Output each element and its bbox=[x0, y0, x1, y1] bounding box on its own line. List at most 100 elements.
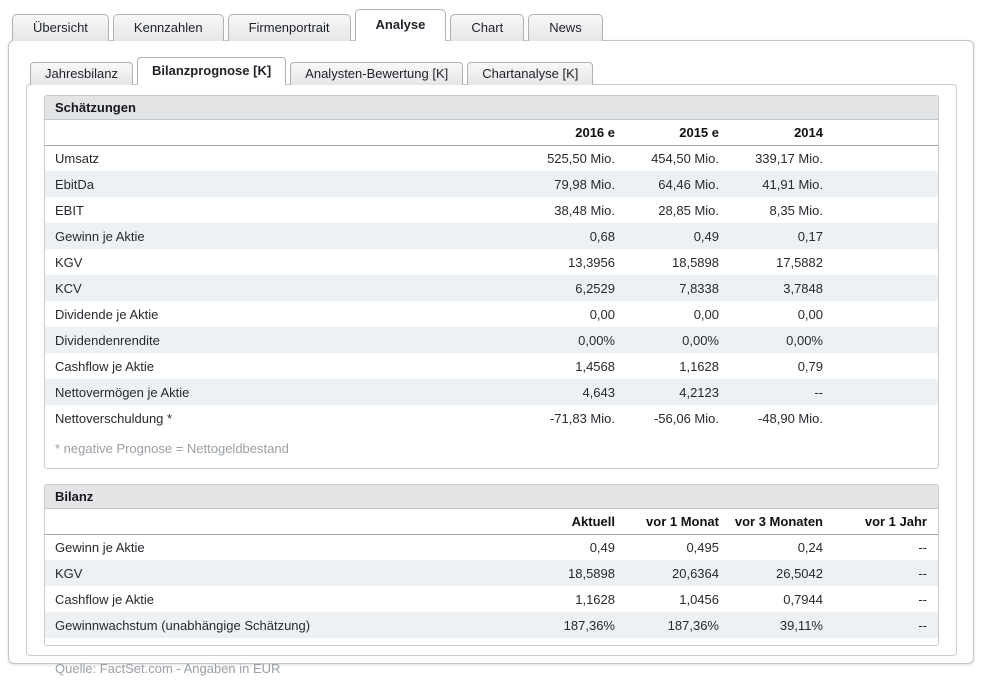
column-header: vor 3 Monaten bbox=[719, 509, 823, 535]
cell-value: -56,06 Mio. bbox=[653, 410, 719, 426]
table-row: Gewinn je Aktie 0,68 0,49 0,17 bbox=[45, 223, 938, 249]
row-label: Gewinn je Aktie bbox=[55, 228, 145, 244]
cell-value: 4,643 bbox=[582, 384, 615, 400]
cell-value: 64,46 Mio. bbox=[658, 176, 719, 192]
table-row: KGV 13,3956 18,5898 17,5882 bbox=[45, 249, 938, 275]
cell-value bbox=[823, 405, 938, 431]
cell-value: 4,2123 bbox=[679, 384, 719, 400]
cell-value bbox=[823, 197, 938, 223]
source-note: Quelle: FactSet.com - Angaben in EUR bbox=[55, 661, 281, 676]
table-row: Cashflow je Aktie 1,4568 1,1628 0,79 bbox=[45, 353, 938, 379]
table-row: Umsatz 525,50 Mio. 454,50 Mio. 339,17 Mio. bbox=[45, 145, 938, 171]
table-row: KGV 18,5898 20,6364 26,5042 -- bbox=[45, 560, 938, 586]
tab-news[interactable]: News bbox=[528, 14, 603, 41]
table-row: Gewinnwachstum (unabhängige Schätzung) 18… bbox=[45, 612, 938, 638]
cell-value: 17,5882 bbox=[776, 254, 823, 270]
row-label: Gewinn je Aktie bbox=[55, 539, 145, 555]
row-label: Cashflow je Aktie bbox=[55, 591, 154, 607]
cell-value: 6,2529 bbox=[575, 280, 615, 296]
cell-value: 39,11% bbox=[779, 617, 823, 633]
column-header: 2016 e bbox=[511, 120, 615, 146]
cell-value: -48,90 Mio. bbox=[757, 410, 823, 426]
cell-value: -- bbox=[918, 539, 927, 555]
cell-value: 0,00 bbox=[693, 306, 719, 322]
table-row: EBIT 38,48 Mio. 28,85 Mio. 8,35 Mio. bbox=[45, 197, 938, 223]
cell-value bbox=[823, 327, 938, 353]
row-label: Nettoverschuldung * bbox=[55, 410, 173, 426]
cell-value: 1,1628 bbox=[575, 591, 615, 607]
cell-value: -71,83 Mio. bbox=[549, 410, 615, 426]
main-tab-bar: Übersicht Kennzahlen Firmenportrait Analyse… bbox=[12, 9, 603, 41]
tab-analyse[interactable]: Analyse bbox=[354, 9, 447, 41]
section-title-bilanz: Bilanz bbox=[45, 485, 938, 509]
column-header: 2014 bbox=[719, 120, 823, 146]
column-header: 2015 e bbox=[615, 120, 719, 146]
cell-value: -- bbox=[918, 565, 927, 581]
cell-value: -- bbox=[814, 384, 823, 400]
cell-value: 0,7944 bbox=[783, 591, 823, 607]
column-header-label bbox=[45, 120, 511, 146]
cell-value: 0,49 bbox=[589, 539, 615, 555]
tab-chart[interactable]: Chart bbox=[450, 14, 525, 41]
cell-value bbox=[823, 275, 938, 301]
row-label: Umsatz bbox=[55, 150, 100, 166]
spacer bbox=[45, 638, 938, 645]
row-label: Gewinnwachstum (unabhängige Schätzung) bbox=[55, 617, 311, 633]
cell-value: 339,17 Mio. bbox=[755, 150, 823, 166]
cell-value bbox=[823, 249, 938, 275]
cell-value: 1,4568 bbox=[575, 358, 615, 374]
row-label: EBIT bbox=[55, 202, 84, 218]
cell-value: 0,49 bbox=[693, 228, 719, 244]
cell-value bbox=[823, 145, 938, 171]
cell-value: 41,91 Mio. bbox=[762, 176, 823, 192]
cell-value: 18,5898 bbox=[672, 254, 719, 270]
schaetzungen-header-row: 2016 e 2015 e 2014 bbox=[45, 120, 938, 146]
schaetzungen-table: 2016 e 2015 e 2014 Umsatz 525,50 Mio. 454,50… bbox=[45, 120, 938, 431]
row-label: KGV bbox=[55, 565, 83, 581]
cell-value bbox=[823, 379, 938, 405]
row-label: EbitDa bbox=[55, 176, 95, 192]
bilanz-header-row: Aktuell vor 1 Monat vor 3 Monaten vor 1 Jah… bbox=[45, 509, 938, 535]
row-label: Cashflow je Aktie bbox=[55, 358, 154, 374]
row-label: KCV bbox=[55, 280, 82, 296]
cell-value: 8,35 Mio. bbox=[769, 202, 823, 218]
cell-value: 0,79 bbox=[797, 358, 823, 374]
table-row: Dividende je Aktie 0,00 0,00 0,00 bbox=[45, 301, 938, 327]
cell-value bbox=[823, 223, 938, 249]
column-header-label bbox=[45, 509, 511, 535]
cell-value: 525,50 Mio. bbox=[547, 150, 615, 166]
cell-value: 0,68 bbox=[589, 228, 615, 244]
subtab-analysten-bewertung-k[interactable]: Analysten-Bewertung [K] bbox=[290, 62, 464, 85]
cell-value: 26,5042 bbox=[776, 565, 823, 581]
section-title-schaetzungen: Schätzungen bbox=[45, 96, 938, 120]
bilanz-section: Bilanz Aktuell vor 1 Monat vor 3 Monaten vo… bbox=[44, 484, 939, 646]
table-row: Cashflow je Aktie 1,1628 1,0456 0,7944 -- bbox=[45, 586, 938, 612]
column-header: vor 1 Monat bbox=[615, 509, 719, 535]
cell-value: 454,50 Mio. bbox=[651, 150, 719, 166]
table-row: KCV 6,2529 7,8338 3,7848 bbox=[45, 275, 938, 301]
table-row: EbitDa 79,98 Mio. 64,46 Mio. 41,91 Mio. bbox=[45, 171, 938, 197]
tab-übersicht[interactable]: Übersicht bbox=[12, 14, 109, 41]
cell-value: 3,7848 bbox=[783, 280, 823, 296]
cell-value: 38,48 Mio. bbox=[554, 202, 615, 218]
cell-value: 79,98 Mio. bbox=[554, 176, 615, 192]
row-label: Nettovermögen je Aktie bbox=[55, 384, 190, 400]
column-header bbox=[823, 120, 938, 146]
subtab-jahresbilanz[interactable]: Jahresbilanz bbox=[30, 62, 133, 85]
cell-value: 0,00 bbox=[589, 306, 615, 322]
tab-firmenportrait[interactable]: Firmenportrait bbox=[227, 14, 351, 41]
cell-value: 0,495 bbox=[686, 539, 719, 555]
sub-tab-bar: Jahresbilanz Bilanzprognose [K] Analysten-… bbox=[30, 57, 594, 85]
tab-kennzahlen[interactable]: Kennzahlen bbox=[112, 14, 224, 41]
cell-value: 1,0456 bbox=[679, 591, 719, 607]
cell-value: 0,00% bbox=[682, 332, 719, 348]
cell-value: 1,1628 bbox=[679, 358, 719, 374]
subtab-bilanzprognose-k[interactable]: Bilanzprognose [K] bbox=[137, 57, 287, 85]
bilanzprognose-panel: Schätzungen 2016 e 2015 e 2014 Umsatz 525,5… bbox=[26, 84, 957, 676]
column-header: Aktuell bbox=[511, 509, 615, 535]
cell-value: 7,8338 bbox=[679, 280, 719, 296]
subtab-chartanalyse-k[interactable]: Chartanalyse [K] bbox=[467, 62, 594, 85]
cell-value: 0,00% bbox=[578, 332, 615, 348]
row-label: Dividende je Aktie bbox=[55, 306, 159, 322]
cell-value: 28,85 Mio. bbox=[658, 202, 719, 218]
